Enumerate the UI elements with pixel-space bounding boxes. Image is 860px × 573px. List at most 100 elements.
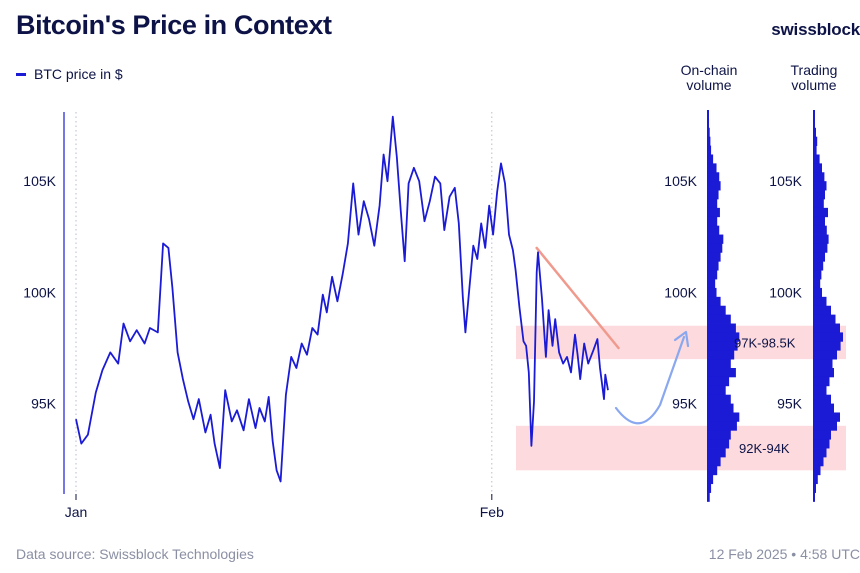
trading-volume-bar-3: [813, 136, 818, 146]
legend-label: BTC price in $: [34, 66, 123, 82]
trading-volume-bar-33: [813, 403, 834, 413]
trading-tick-label-1: 100K: [769, 284, 802, 300]
onchain-volume-bar-6: [707, 163, 717, 173]
onchain-volume-bar-34: [707, 412, 740, 422]
series-layer: [75, 115, 609, 483]
trading-volume-bar-18: [813, 270, 822, 280]
onchain-header-line1: On-chain: [680, 62, 738, 78]
trading-volume-bar-38: [813, 448, 827, 458]
onchain-tick-label-0: 95K: [672, 396, 698, 412]
onchain-volume-bar-40: [707, 465, 718, 476]
onchain-volume-bar-42: [707, 483, 712, 493]
annotation-layer: [535, 246, 690, 425]
onchain-volume-bar-17: [707, 261, 719, 271]
trading-volume-bar-20: [813, 287, 822, 298]
trading-volume-bar-22: [813, 305, 831, 316]
onchain-volume-bar-10: [707, 198, 718, 209]
trading-volume-bar-36: [813, 430, 831, 440]
onchain-volume-bar-25: [707, 332, 740, 342]
trading-volume-bar-13: [813, 225, 827, 235]
trading-volume-bar-4: [813, 145, 817, 155]
trading-volume-bar-34: [813, 412, 840, 422]
brand-logo: swissblock: [771, 20, 860, 39]
x-tick-label-0: Jan: [65, 504, 88, 520]
onchain-volume-bar-13: [707, 225, 720, 235]
bounce-arrow-head: [673, 330, 690, 348]
onchain-volume-bar-3: [707, 136, 711, 146]
onchain-volume-bar-22: [707, 305, 726, 316]
trading-volume-bar-15: [813, 243, 828, 253]
trading-volume-bar-25: [813, 332, 843, 342]
timestamp: 12 Feb 2025 • 4:58 UTC: [708, 546, 860, 562]
trading-tick-label-0: 95K: [777, 396, 803, 412]
onchain-volume-bar-11: [707, 207, 720, 218]
volume-profiles-layer: [707, 110, 843, 502]
trading-volume-bar-26: [813, 341, 841, 351]
onchain-volume-bar-36: [707, 430, 731, 440]
onchain-volume-bar-1: [707, 118, 710, 129]
onchain-volume-bar-28: [707, 359, 731, 369]
trading-volume-bar-35: [813, 421, 837, 431]
onchain-volume-bar-20: [707, 287, 717, 298]
x-tick-label-1: Feb: [480, 504, 504, 520]
y-tick-label-2: 105K: [23, 173, 56, 189]
onchain-volume-bar-16: [707, 252, 721, 262]
onchain-volume-bar-29: [707, 368, 736, 378]
trading-volume-bar-41: [813, 474, 818, 485]
y-tick-label-1: 100K: [23, 284, 56, 300]
trading-volume-bar-32: [813, 394, 831, 404]
onchain-volume-bar-18: [707, 270, 718, 280]
trendline: [535, 246, 620, 350]
onchain-header-line2: volume: [686, 77, 732, 93]
labels-layer: Jan Feb 95K 100K 105K 95K 100K 105K 95K 100K 105K 9…: [23, 173, 802, 520]
trading-volume-bar-30: [813, 376, 830, 387]
onchain-volume-bar-4: [707, 145, 712, 155]
onchain-volume-header: On-chain volume: [670, 63, 748, 93]
trading-volume-bar-29: [813, 368, 834, 378]
trading-volume-bar-27: [813, 350, 837, 360]
support-zone: [516, 425, 846, 471]
legend-swatch: [16, 72, 26, 76]
onchain-tick-label-1: 100K: [664, 284, 697, 300]
btc-price-line: [75, 115, 609, 483]
trading-volume-bar-43: [813, 492, 815, 502]
trading-volume-bar-7: [813, 172, 825, 182]
onchain-tick-label-2: 105K: [664, 173, 697, 189]
trading-volume-bar-8: [813, 181, 827, 191]
onchain-volume-bar-41: [707, 474, 714, 485]
trading-volume-bar-21: [813, 296, 827, 307]
trading-volume-bar-2: [813, 127, 816, 138]
trading-volume-bar-31: [813, 385, 827, 396]
onchain-volume-bar-21: [707, 296, 721, 307]
trading-volume-bar-37: [813, 439, 830, 449]
trading-volume-bar-19: [813, 279, 821, 289]
onchain-volume-bar-24: [707, 323, 736, 333]
onchain-volume-bar-32: [707, 394, 731, 404]
trading-volume-bar-42: [813, 483, 816, 493]
onchain-volume-bar-14: [707, 234, 724, 244]
onchain-volume-bar-5: [707, 154, 714, 164]
onchain-volume-bar-30: [707, 376, 730, 387]
chart-title: Bitcoin's Price in Context: [16, 10, 332, 40]
onchain-volume-bar-31: [707, 385, 726, 396]
onchain-volume-bar-27: [707, 350, 735, 360]
onchain-volume-bar-19: [707, 279, 716, 289]
trading-volume-bar-40: [813, 465, 821, 476]
onchain-volume-bar-2: [707, 127, 710, 138]
trading-volume-bar-6: [813, 163, 822, 173]
onchain-volume-bar-0: [707, 110, 709, 120]
trading-volume-bar-9: [813, 190, 825, 200]
gridlines-layer: [63, 112, 493, 500]
onchain-volume-bar-26: [707, 341, 738, 351]
trading-volume-bar-28: [813, 359, 833, 369]
trading-volume-bar-14: [813, 234, 829, 244]
trading-volume-bar-16: [813, 252, 825, 262]
trading-header-line2: volume: [791, 77, 837, 93]
trading-volume-bar-12: [813, 216, 825, 227]
trading-volume-header: Trading volume: [778, 63, 850, 93]
onchain-volume-bar-33: [707, 403, 734, 413]
trading-volume-bar-39: [813, 456, 824, 467]
onchain-volume-bar-7: [707, 172, 720, 182]
onchain-volume-bar-15: [707, 243, 723, 253]
